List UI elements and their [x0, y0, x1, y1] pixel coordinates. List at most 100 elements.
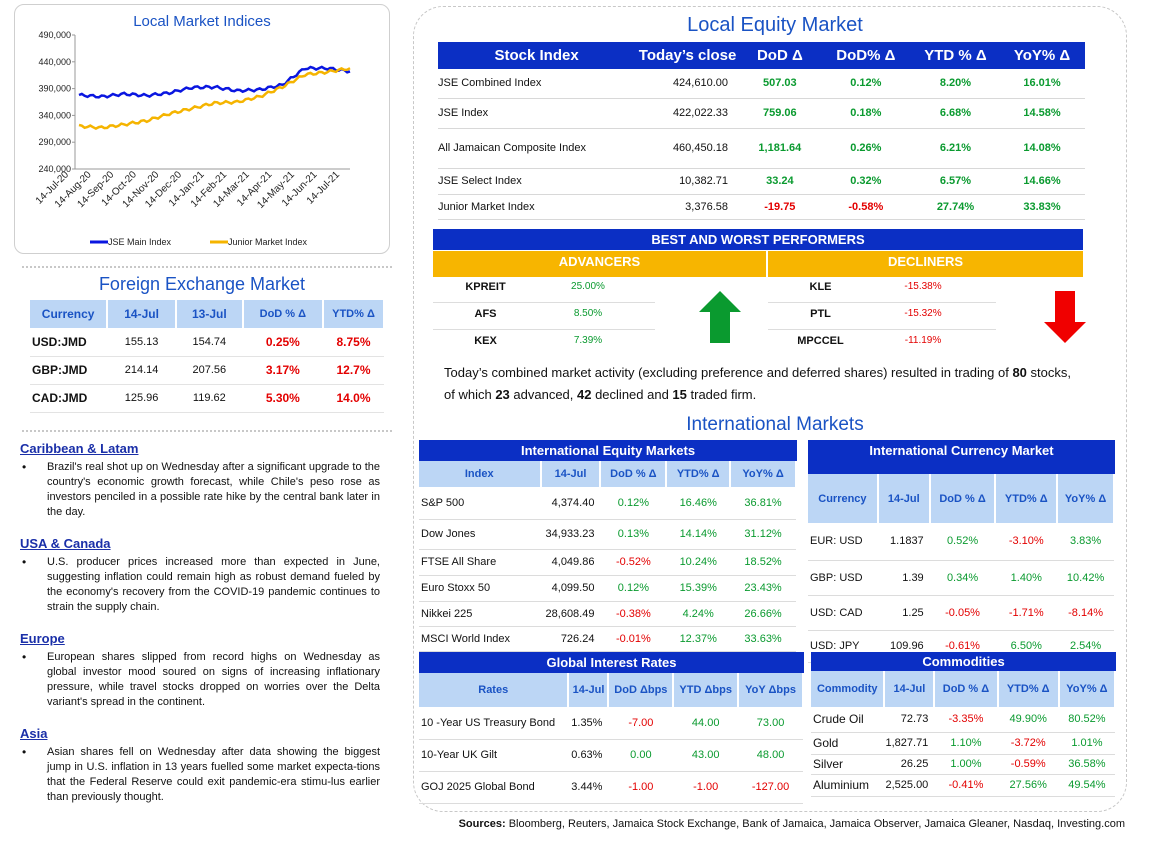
intl_equity-name: Euro Stoxx 50 [419, 575, 541, 602]
rates-row: 10 -Year US Treasury Bond 1.35% -7.00 44.00… [419, 707, 803, 740]
performer-row: MPCCEL -11.19% [768, 330, 996, 357]
series-line-junior [78, 67, 351, 131]
intl-currency-title: International Currency Market [808, 440, 1115, 474]
equity-index-name: Junior Market Index [438, 194, 636, 220]
fx-dod: 3.17% [242, 356, 323, 385]
commodities-dod: -3.35% [934, 707, 998, 733]
commodities-header-cell: YoY% Δ [1058, 671, 1117, 707]
fx-value-prev: 154.74 [175, 328, 243, 357]
performer-pct: -15.38% [904, 281, 942, 292]
intl_equity-header-cell: YoY% Δ [730, 461, 797, 487]
intl_equity-ytd: 14.14% [666, 519, 731, 550]
performer-ticker: KPREIT [465, 281, 506, 293]
equity-dod: 507.03 [740, 69, 820, 99]
equity-dod: 759.06 [740, 98, 820, 129]
equity-header-cell: YoY% Δ [1013, 47, 1071, 64]
intl_equity-value: 28,608.49 [540, 601, 601, 627]
intl_equity-ytd: 15.39% [666, 575, 731, 602]
rates-block: Global Interest Rates Rates 14-Jul DoD Δbp… [419, 652, 804, 804]
fx-value-prev: 119.62 [175, 384, 243, 413]
commodities-title: Commodities [811, 652, 1116, 671]
commodities-dod: -0.41% [934, 774, 998, 797]
rates-header-cell: YoY Δbps [738, 673, 804, 707]
news-heading[interactable]: Caribbean & Latam [20, 441, 139, 456]
equity-title: Local Equity Market [687, 14, 863, 36]
commodities-row: Silver 26.25 1.00% -0.59% 36.58% [811, 754, 1115, 775]
equity-index-name: JSE Combined Index [438, 69, 636, 99]
fx-currency: CAD:JMD [30, 384, 108, 413]
commodities-header-cell: YTD% Δ [997, 671, 1060, 707]
equity-index-name: JSE Select Index [438, 168, 636, 195]
commodities-value: 26.25 [884, 754, 935, 775]
rates-name: 10-Year UK Gilt [419, 739, 569, 772]
market-activity-summary: Today’s combined market activity (exclud… [444, 365, 1071, 402]
fx-ytd: 8.75% [322, 328, 384, 357]
intl_equity-row: MSCI World Index 726.24 -0.01% 12.37% 33.63% [419, 626, 796, 652]
equity-header-cell: DoD Δ [756, 47, 803, 64]
legend-label: Junior Market Index [228, 237, 308, 247]
fx-header-cell: Currency [30, 300, 109, 328]
intl_currency-row: EUR: USD 1.1837 0.52% -3.10% 3.83% [808, 523, 1114, 561]
intl_equity-ytd: 16.46% [666, 487, 731, 520]
commodities-yoy: 80.52% [1058, 707, 1115, 733]
news-item: USA & Canada U.S. producer prices increas… [20, 536, 380, 615]
equity-ytd: 6.68% [911, 98, 999, 129]
intl_equity-header-cell: Index [419, 461, 542, 487]
fx-value-today: 155.13 [107, 328, 176, 357]
news-heading[interactable]: Asia [20, 726, 48, 741]
news-heading[interactable]: USA & Canada [20, 536, 111, 551]
equity-dod: 33.24 [740, 168, 820, 195]
commodities-ytd: 27.56% [997, 774, 1059, 797]
intl-equity-title: International Equity Markets [419, 440, 797, 461]
rates-row: 10-Year UK Gilt 0.63% 0.00 43.00 48.00 [419, 739, 803, 772]
y-tick-label: 390,000 [38, 84, 71, 94]
rates-name: GOJ 2025 Global Bond [419, 771, 569, 804]
intl_currency-row: USD: CAD 1.25 -0.05% -1.71% -8.14% [808, 595, 1114, 631]
intl_equity-value: 726.24 [540, 626, 601, 652]
performer-pct: -15.32% [904, 308, 942, 319]
news-heading[interactable]: Europe [20, 631, 65, 646]
equity-header-cell: DoD% Δ [836, 47, 896, 64]
news-text: Brazil's real shot up on Wednesday after… [20, 460, 380, 520]
equity-index-name: JSE Index [438, 98, 636, 129]
fx-header-cell: YTD% Δ [322, 300, 386, 328]
rates-value: 3.44% [568, 771, 609, 804]
equity-dod: -19.75 [740, 194, 820, 220]
equity-yoy: 16.01% [998, 69, 1085, 99]
fx-row: USD:JMD 155.13 154.74 0.25% 8.75% [30, 328, 384, 357]
intl-equity-block: International Equity Markets Index 14-Jul… [419, 440, 797, 652]
intl_currency-value: 1.1837 [877, 523, 930, 561]
performer-row: PTL -15.32% [768, 303, 996, 330]
rates-header-cell: DoD Δbps [608, 673, 675, 707]
news-item: Asia Asian shares fell on Wednesday after… [20, 726, 380, 805]
intl_currency-header-cell: Currency [808, 474, 879, 523]
intl_equity-yoy: 18.52% [730, 549, 796, 576]
intl_currency-dod: 0.34% [929, 560, 996, 596]
fx-header-cell: 13-Jul [175, 300, 244, 328]
intl_equity-dod: 0.13% [600, 519, 667, 550]
intl_equity-yoy: 36.81% [730, 487, 796, 520]
intl_equity-dod: -0.38% [600, 601, 667, 627]
equity-row: Junior Market Index 3,376.58 -19.75 -0.58% 2… [438, 194, 1085, 220]
fx-currency: USD:JMD [30, 328, 108, 357]
equity-dodp: 0.12% [819, 69, 912, 99]
intl_currency-row: GBP: USD 1.39 0.34% 1.40% 10.42% [808, 560, 1114, 596]
performer-ticker: AFS [474, 308, 497, 320]
intl-equity-table: Index 14-Jul DoD % Δ YTD% Δ YoY% Δ S&P 500 4,… [419, 461, 797, 652]
intl_equity-header-cell: DoD % Δ [600, 461, 668, 487]
commodities-row: Gold 1,827.71 1.10% -3.72% 1.01% [811, 732, 1115, 755]
fx-dod: 5.30% [242, 384, 323, 413]
equity-ytd: 8.20% [911, 69, 999, 99]
rates-dod: 0.00 [608, 739, 674, 772]
advancers-label: ADVANCERS [433, 251, 766, 277]
equity-header-cell: Today’s close [638, 47, 737, 64]
y-tick-label: 290,000 [38, 137, 71, 147]
fx-title: Foreign Exchange Market [98, 274, 306, 294]
news-text: European shares slipped from record high… [20, 650, 380, 710]
commodities-block: Commodities Commodity 14-Jul DoD % Δ YTD% Δ… [811, 652, 1117, 797]
commodities-name: Aluminium [811, 774, 885, 797]
commodities-ytd: 49.90% [997, 707, 1059, 733]
commodities-name: Silver [811, 754, 885, 775]
rates-header-cell: YTD Δbps [673, 673, 740, 707]
performer-pct: 25.00% [571, 281, 605, 292]
